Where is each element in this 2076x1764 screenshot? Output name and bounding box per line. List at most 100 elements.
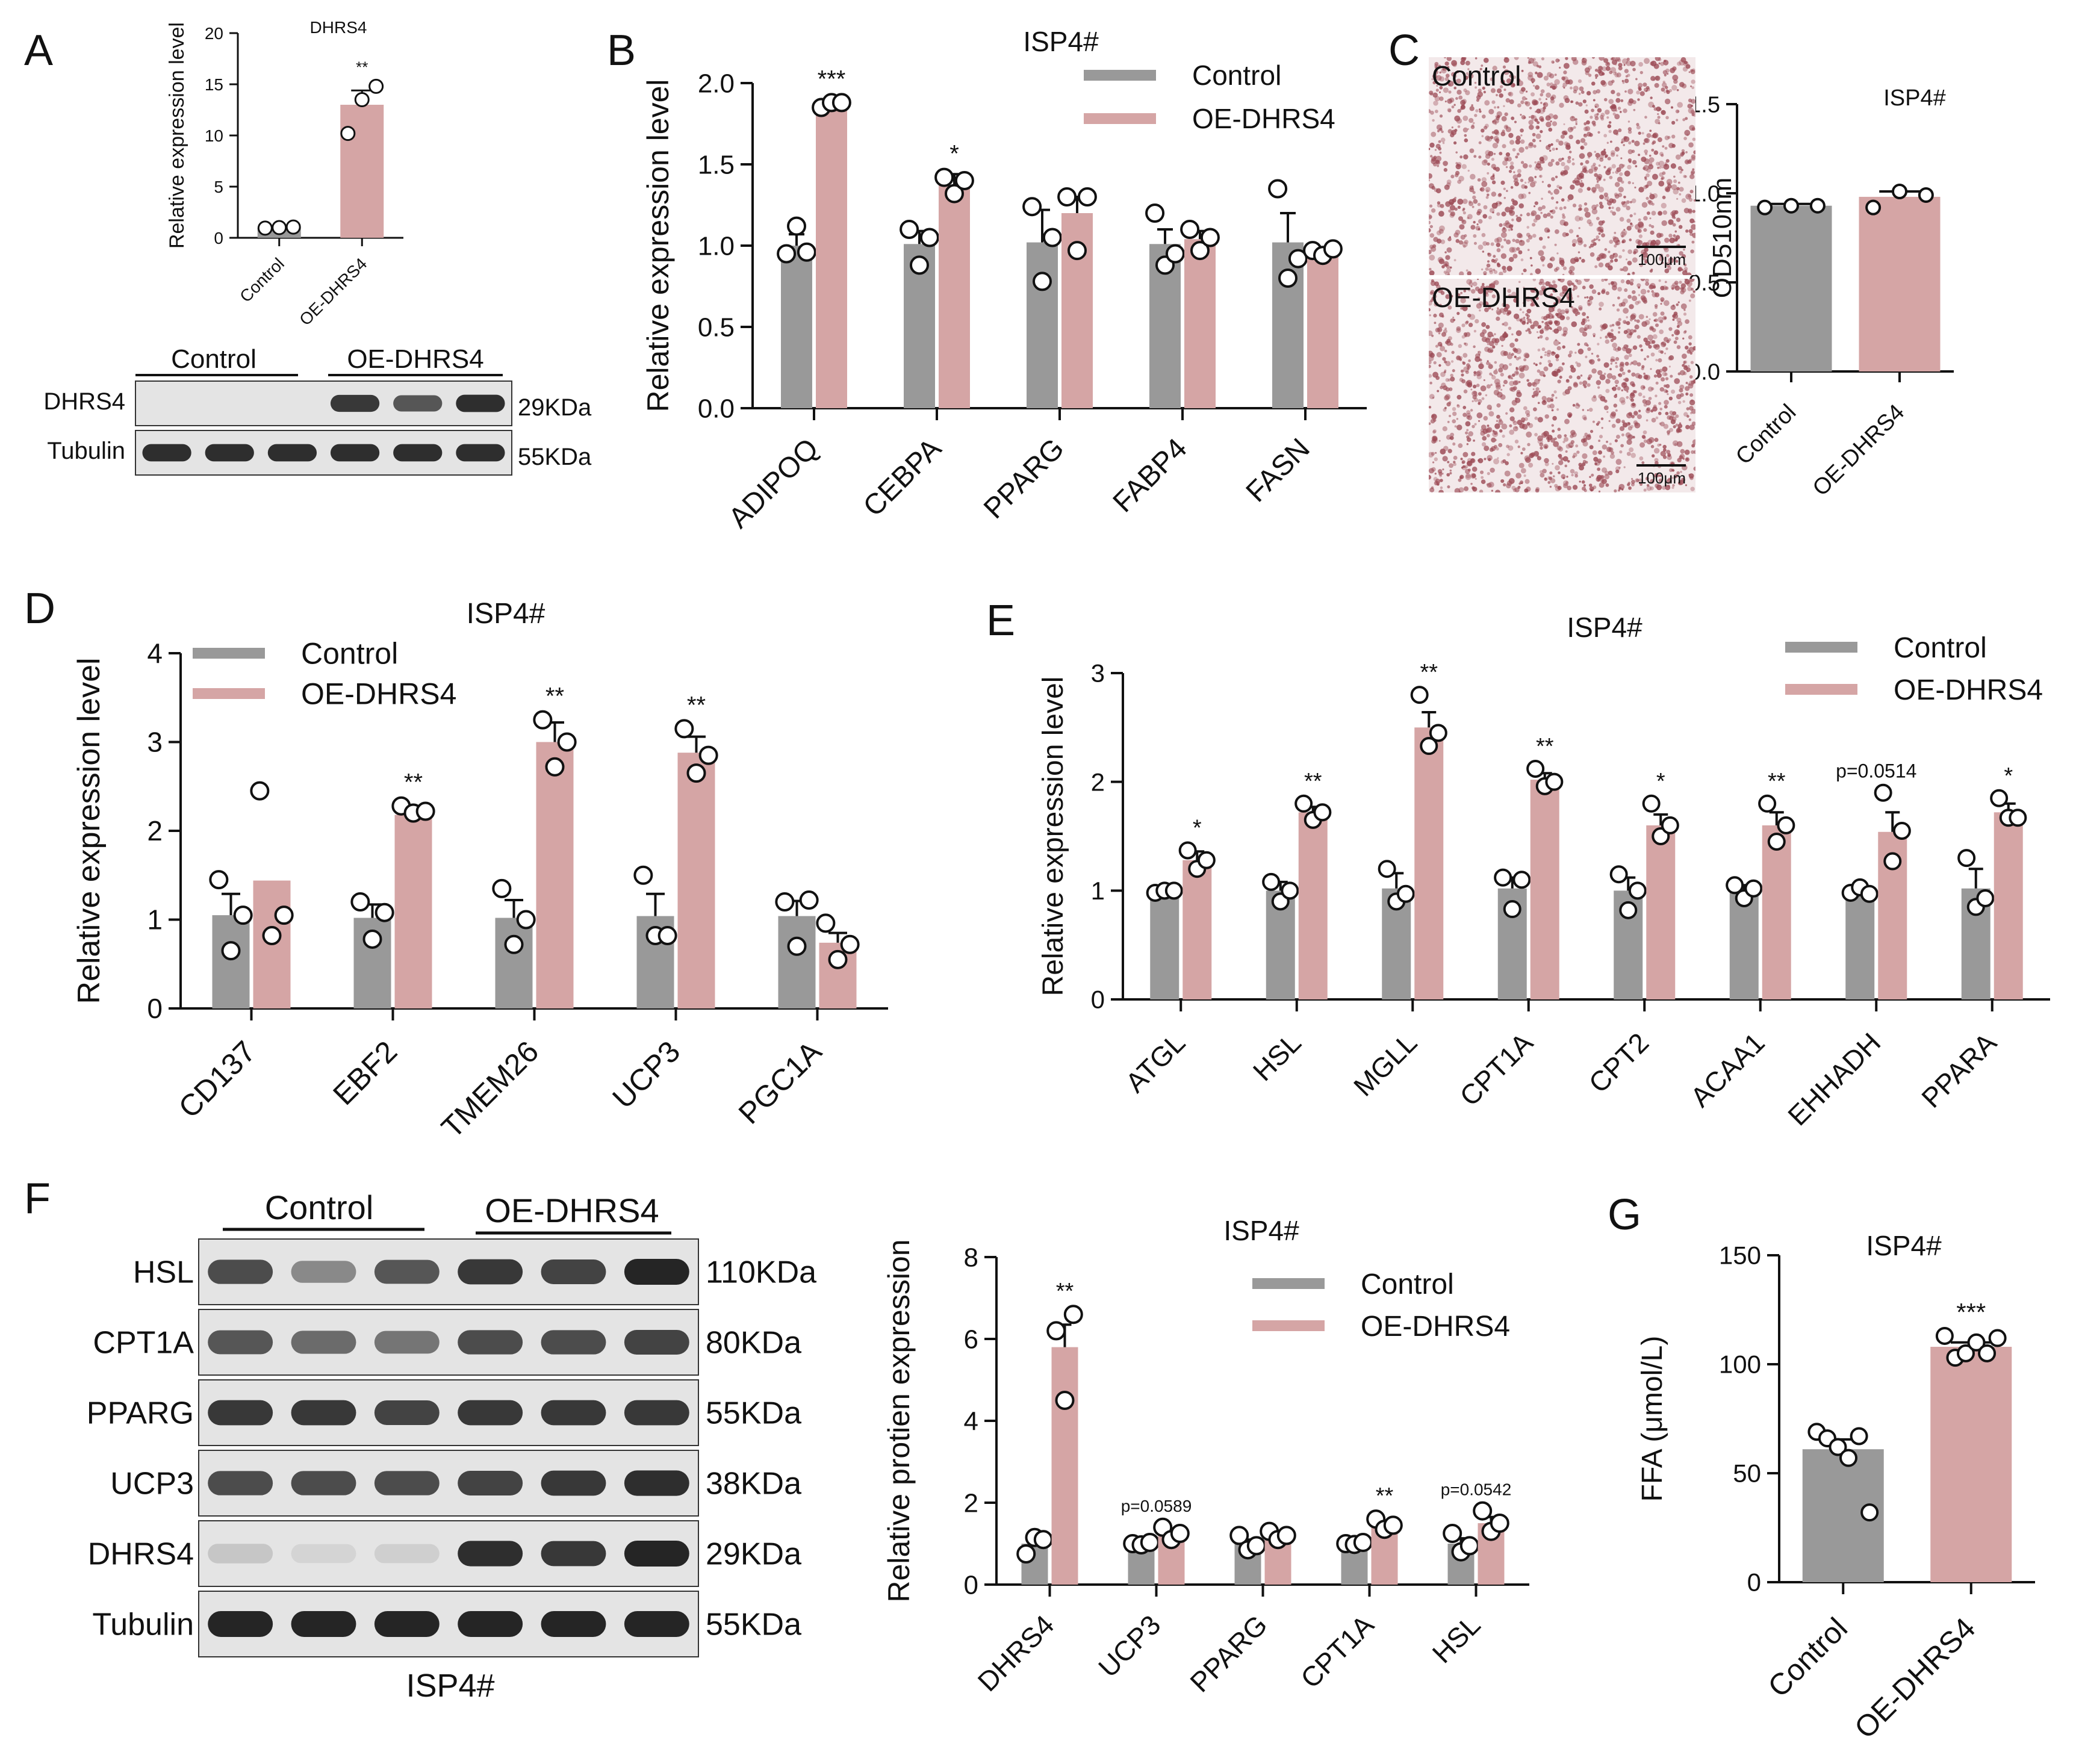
data-point [1145, 203, 1165, 223]
stain-dot [1437, 341, 1443, 347]
stain-dot [1564, 165, 1570, 171]
stain-dot [1621, 79, 1624, 82]
stain-dot [1547, 229, 1550, 233]
stain-dot [1449, 469, 1452, 472]
stain-dot [1640, 279, 1646, 282]
stain-dot [1627, 158, 1632, 163]
stain-dot [1514, 57, 1519, 60]
stain-dot [1651, 225, 1655, 229]
stain-dot [1429, 220, 1431, 225]
stain-dot [1469, 148, 1475, 154]
stain-dot [1608, 470, 1613, 476]
stain-dot [1615, 466, 1620, 471]
stain-dot [1450, 318, 1455, 323]
stain-dot [1543, 366, 1549, 371]
stain-dot [1622, 266, 1629, 272]
stain-dot [1664, 91, 1666, 93]
stain-dot [1664, 73, 1667, 77]
stain-dot [1588, 169, 1594, 174]
stain-dot [1506, 190, 1508, 192]
stain-dot [1537, 435, 1543, 441]
stain-dot [1655, 483, 1659, 488]
bar [1994, 812, 2023, 999]
stain-dot [1517, 78, 1521, 82]
stain-dot [1628, 141, 1632, 144]
stain-dot [1611, 424, 1616, 428]
stain-dot [1523, 316, 1526, 319]
stain-dot [1628, 353, 1632, 358]
stain-dot [1515, 139, 1521, 144]
stain-dot [1434, 69, 1438, 75]
y-axis-label: Relative expression level [72, 657, 107, 1004]
bar [778, 916, 816, 1008]
stain-dot [1625, 258, 1628, 261]
stain-dot [1599, 374, 1606, 380]
stain-dot [1677, 423, 1683, 429]
stain-dot [1621, 389, 1623, 392]
stain-dot [1434, 149, 1437, 151]
data-point [2009, 809, 2027, 827]
stain-dot [1532, 388, 1535, 391]
stain-dot [1683, 312, 1687, 316]
stain-dot [1540, 211, 1543, 214]
western-blot-a: Control OE-DHRS4 DHRS4 Tubulin 29KDa 55K… [43, 344, 592, 476]
stain-dot [1604, 248, 1608, 251]
stain-dot [1520, 161, 1524, 164]
stain-dot [1517, 169, 1521, 173]
legend-swatch [193, 648, 265, 659]
stain-dot [1662, 210, 1668, 215]
stain-dot [1480, 385, 1487, 392]
stain-dot [1464, 343, 1468, 346]
stain-dot [1670, 305, 1676, 311]
stain-dot [1665, 187, 1670, 193]
stain-dot [1664, 237, 1670, 243]
stain-dot [1472, 424, 1475, 429]
stain-dot [1657, 166, 1660, 169]
stain-dot [1524, 181, 1527, 184]
panel-letter-b: B [607, 26, 636, 75]
stain-dot [1550, 256, 1555, 262]
stain-dot [1673, 340, 1677, 344]
stain-dot [1687, 160, 1692, 164]
stain-dot [1502, 323, 1505, 326]
data-point [1016, 1544, 1036, 1564]
stain-dot [1429, 330, 1433, 337]
stain-dot [1520, 128, 1524, 133]
blot-strip [198, 1520, 699, 1587]
stain-dot [1670, 419, 1676, 424]
stain-dot [1465, 72, 1469, 75]
stain-dot [1542, 161, 1545, 164]
stain-dot [1597, 358, 1601, 362]
stain-dot [1551, 424, 1554, 427]
stain-dot [1599, 178, 1601, 180]
stain-dot [1690, 486, 1695, 491]
stain-dot [1608, 420, 1611, 422]
stain-dot [1487, 348, 1491, 353]
stain-dot [1640, 295, 1646, 300]
stain-dot [1549, 210, 1552, 213]
stain-dot [1626, 226, 1632, 231]
stain-dot [1460, 297, 1466, 303]
stain-dot [1568, 151, 1572, 154]
stain-dot [1495, 167, 1500, 172]
stain-dot [1646, 483, 1650, 487]
stain-dot [1482, 436, 1487, 441]
stain-dot [1487, 360, 1489, 362]
stain-dot [1485, 196, 1489, 199]
stain-dot [1658, 211, 1663, 216]
stain-dot [1611, 79, 1615, 83]
stain-dot [1629, 332, 1633, 336]
stain-dot [1556, 201, 1559, 204]
stain-dot [1658, 402, 1662, 405]
stain-dot [1462, 452, 1468, 458]
stain-dot [1488, 108, 1494, 115]
bar [1646, 825, 1676, 999]
stain-dot [1665, 286, 1669, 290]
stain-dot [1686, 272, 1692, 275]
stain-dot [1454, 115, 1461, 122]
y-tick-label: 0 [1747, 1568, 1761, 1597]
stain-dot [1493, 152, 1496, 155]
stain-dot [1653, 374, 1658, 378]
stain-dot [1429, 173, 1433, 179]
stain-dot [1449, 266, 1452, 269]
